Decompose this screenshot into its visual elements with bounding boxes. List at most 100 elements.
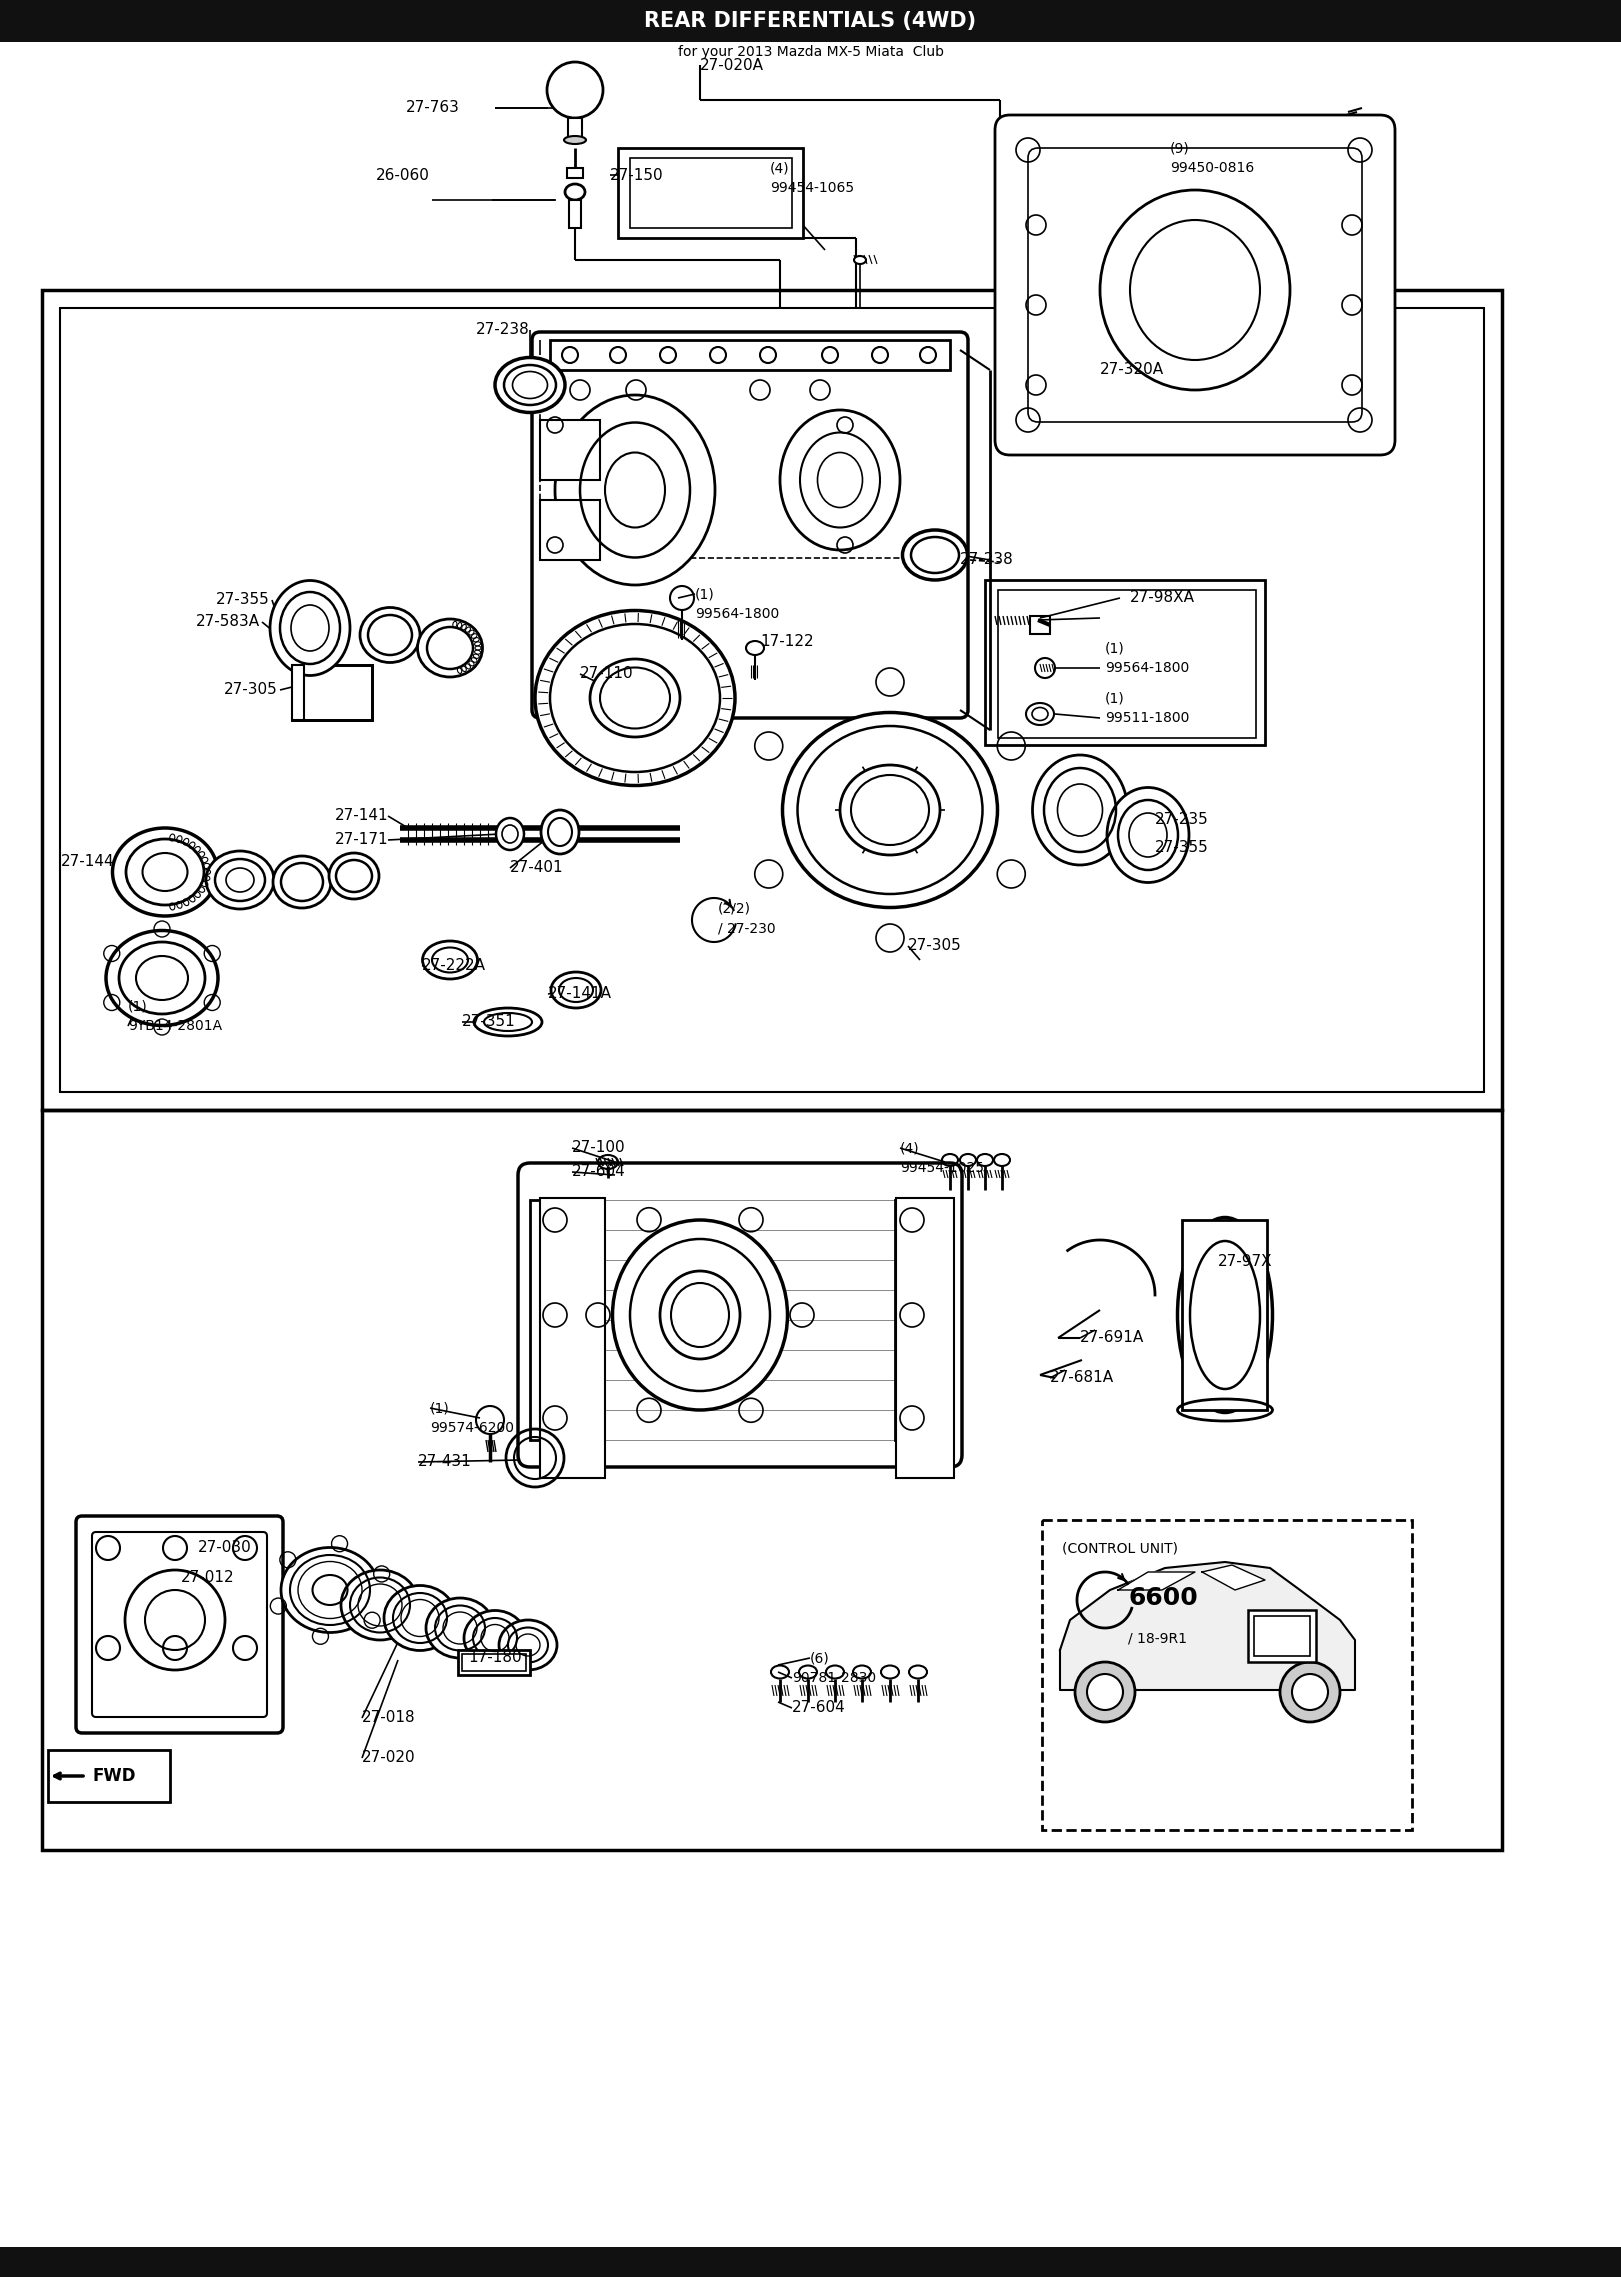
Text: 27-141A: 27-141A [548, 986, 613, 1002]
Ellipse shape [566, 184, 585, 200]
Ellipse shape [206, 852, 274, 909]
Ellipse shape [854, 255, 866, 264]
Bar [550, 339, 950, 369]
Text: (1): (1) [430, 1400, 449, 1414]
Circle shape [1075, 1662, 1135, 1721]
Text: 27-100: 27-100 [572, 1141, 626, 1154]
Text: 27-351: 27-351 [462, 1016, 515, 1029]
Text: 99454-1065: 99454-1065 [770, 180, 854, 196]
Text: (CONTROL UNIT): (CONTROL UNIT) [1062, 1542, 1178, 1555]
Text: REAR DIFFERENTIALS (4WD): REAR DIFFERENTIALS (4WD) [645, 11, 976, 32]
Bar [569, 200, 580, 228]
Bar [540, 419, 600, 480]
Ellipse shape [426, 1598, 494, 1658]
Ellipse shape [1033, 756, 1128, 865]
Bar [540, 501, 600, 560]
Bar [1029, 617, 1050, 633]
Text: (2/2): (2/2) [718, 902, 751, 915]
Bar [1255, 1617, 1310, 1655]
Bar [1042, 1521, 1412, 1831]
Text: 27-020A: 27-020A [700, 57, 763, 73]
Ellipse shape [535, 610, 734, 786]
Text: 27-018: 27-018 [361, 1710, 415, 1726]
Bar [292, 665, 305, 720]
Ellipse shape [423, 940, 478, 979]
Text: 27-238: 27-238 [477, 323, 530, 337]
Text: 27-763: 27-763 [407, 100, 460, 116]
Bar [0, 0, 1621, 41]
Text: / 18-9R1: / 18-9R1 [1128, 1630, 1187, 1644]
Text: 90781-2830: 90781-2830 [793, 1671, 875, 1685]
Bar [567, 118, 582, 139]
Bar [42, 289, 1503, 1109]
Text: 99450-0816: 99450-0816 [1170, 162, 1255, 175]
Bar [618, 148, 802, 239]
Text: 99564-1800: 99564-1800 [695, 608, 780, 622]
Ellipse shape [541, 811, 579, 854]
Circle shape [1281, 1662, 1341, 1721]
Text: 27-305: 27-305 [224, 683, 277, 697]
Text: 27-431: 27-431 [418, 1455, 472, 1469]
Bar [49, 1751, 170, 1801]
Ellipse shape [271, 581, 350, 676]
Bar [42, 1109, 1503, 1849]
Ellipse shape [590, 658, 679, 738]
Bar [459, 1651, 530, 1676]
Text: 99454-1025: 99454-1025 [900, 1161, 984, 1175]
Ellipse shape [903, 531, 968, 581]
Polygon shape [1203, 1564, 1264, 1589]
Text: (4): (4) [900, 1141, 919, 1154]
Ellipse shape [499, 1619, 558, 1669]
Text: 27-012: 27-012 [180, 1571, 233, 1585]
Text: 6600: 6600 [1128, 1587, 1198, 1610]
Text: 17-122: 17-122 [760, 635, 814, 649]
Bar [1248, 1610, 1316, 1662]
Ellipse shape [746, 642, 763, 656]
Bar [1182, 1220, 1268, 1409]
Text: 27-583A: 27-583A [196, 615, 259, 628]
Ellipse shape [494, 357, 566, 412]
Text: (6): (6) [810, 1651, 830, 1664]
Ellipse shape [280, 1548, 379, 1633]
FancyBboxPatch shape [76, 1516, 284, 1733]
Ellipse shape [105, 931, 217, 1025]
Ellipse shape [473, 1009, 541, 1036]
Text: 27-020: 27-020 [361, 1751, 415, 1765]
Ellipse shape [464, 1610, 525, 1664]
Text: for your 2013 Mazda MX-5 Miata  Club: for your 2013 Mazda MX-5 Miata Club [678, 46, 943, 59]
Polygon shape [1118, 1571, 1195, 1589]
Text: 27-030: 27-030 [198, 1542, 251, 1555]
Bar [986, 581, 1264, 745]
Ellipse shape [340, 1571, 418, 1639]
Text: 26-060: 26-060 [376, 168, 430, 182]
Circle shape [546, 61, 603, 118]
Circle shape [1088, 1674, 1123, 1710]
Text: (1): (1) [1106, 642, 1125, 656]
Ellipse shape [554, 394, 715, 585]
Text: 27-98XA: 27-98XA [1130, 590, 1195, 606]
Bar [540, 1198, 605, 1478]
Ellipse shape [329, 854, 379, 899]
Ellipse shape [551, 972, 601, 1009]
Bar [292, 665, 371, 720]
Text: 27-401: 27-401 [511, 861, 564, 874]
Text: (9): (9) [1170, 141, 1190, 155]
Polygon shape [1060, 1562, 1355, 1690]
Text: 99511-1800: 99511-1800 [1106, 710, 1190, 724]
Bar [896, 1198, 955, 1478]
Ellipse shape [613, 1220, 788, 1409]
Text: 27-604: 27-604 [793, 1701, 846, 1715]
Ellipse shape [1177, 1218, 1272, 1412]
Text: 27-110: 27-110 [580, 667, 634, 681]
Text: 27-141: 27-141 [334, 808, 387, 824]
Ellipse shape [360, 608, 420, 663]
Text: 27-355: 27-355 [216, 592, 271, 608]
Bar [631, 157, 793, 228]
Text: 27-681A: 27-681A [1050, 1371, 1114, 1384]
Bar [462, 1653, 525, 1671]
Text: 27-355: 27-355 [1156, 840, 1209, 856]
Text: (1): (1) [128, 1000, 148, 1013]
Text: / 27-230: / 27-230 [718, 920, 775, 936]
Text: 99574-6200: 99574-6200 [430, 1421, 514, 1435]
Ellipse shape [384, 1585, 456, 1651]
